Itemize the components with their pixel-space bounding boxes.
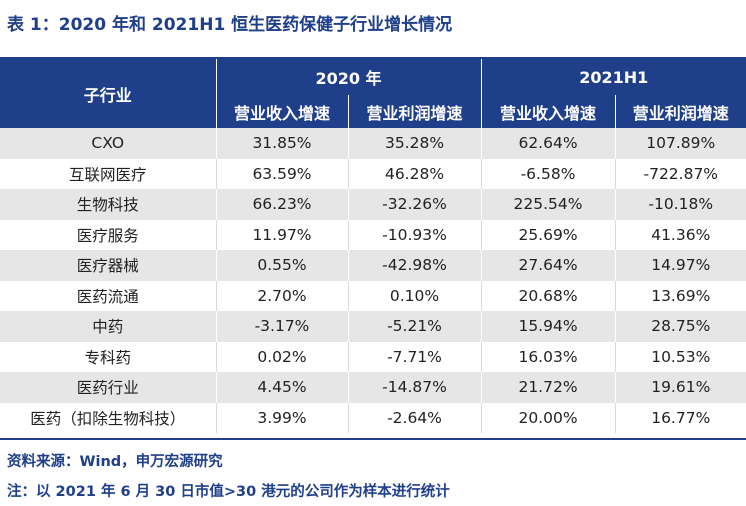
table-row: 医药（扣除生物科技） 3.99% -2.64% 20.00% 16.77%: [0, 402, 746, 433]
table-cell: -14.87%: [347, 372, 482, 403]
table-cell: 10.53%: [614, 341, 746, 372]
row-label: CXO: [0, 128, 216, 159]
table-cell: 31.85%: [215, 128, 348, 159]
table-cell: 35.28%: [347, 128, 482, 159]
table-row: 医药流通 2.70% 0.10% 20.68% 13.69%: [0, 280, 746, 311]
table-row: CXO 31.85% 35.28% 62.64% 107.89%: [0, 128, 746, 159]
table-cell: 20.00%: [480, 402, 616, 433]
table-cell: 19.61%: [614, 372, 746, 403]
table-row: 互联网医疗 63.59% 46.28% -6.58% -722.87%: [0, 158, 746, 189]
table-row: 生物科技 66.23% -32.26% 225.54% -10.18%: [0, 189, 746, 220]
table-cell: 63.59%: [215, 158, 348, 189]
table-cell: 27.64%: [480, 250, 616, 281]
table-cell: 20.68%: [480, 280, 616, 311]
table-cell: 11.97%: [215, 219, 348, 250]
table-cell: 13.69%: [614, 280, 746, 311]
row-label: 医药行业: [0, 372, 216, 403]
row-label: 中药: [0, 311, 216, 342]
row-label: 互联网医疗: [0, 158, 216, 189]
row-label: 医疗服务: [0, 219, 216, 250]
table-title: 表 1：2020 年和 2021H1 恒生医药保健子行业增长情况: [7, 15, 453, 35]
table-cell: 225.54%: [480, 189, 616, 220]
table-row: 医疗服务 11.97% -10.93% 25.69% 41.36%: [0, 219, 746, 250]
table-cell: -32.26%: [347, 189, 482, 220]
table-cell: 16.77%: [614, 402, 746, 433]
table-row: 医药行业 4.45% -14.87% 21.72% 19.61%: [0, 372, 746, 403]
table-cell: 0.10%: [347, 280, 482, 311]
table-cell: 0.55%: [215, 250, 348, 281]
table-cell: 66.23%: [215, 189, 348, 220]
table-row: 医疗器械 0.55% -42.98% 27.64% 14.97%: [0, 250, 746, 281]
bottom-rule: [0, 438, 746, 440]
footnote: 注：以 2021 年 6 月 30 日市值>30 港元的公司作为样本进行统计: [7, 484, 450, 500]
table-cell: -722.87%: [614, 158, 746, 189]
table-cell: 41.36%: [614, 219, 746, 250]
table-row: 中药 -3.17% -5.21% 15.94% 28.75%: [0, 311, 746, 342]
table-cell: 16.03%: [480, 341, 616, 372]
table-cell: 4.45%: [215, 372, 348, 403]
table-cell: 3.99%: [215, 402, 348, 433]
header-metric: 营业利润增速: [614, 95, 746, 128]
table-cell: 28.75%: [614, 311, 746, 342]
table-cell: 46.28%: [347, 158, 482, 189]
table-cell: 0.02%: [215, 341, 348, 372]
table-cell: -42.98%: [347, 250, 482, 281]
table-cell: -2.64%: [347, 402, 482, 433]
header-metric: 营业收入增速: [215, 95, 348, 128]
row-label: 生物科技: [0, 189, 216, 220]
header-metric: 营业利润增速: [347, 95, 482, 128]
table-cell: -10.93%: [347, 219, 482, 250]
table-cell: 25.69%: [480, 219, 616, 250]
table-cell: 2.70%: [215, 280, 348, 311]
table-row: 专科药 0.02% -7.71% 16.03% 10.53%: [0, 341, 746, 372]
header-period-2021h1: 2021H1: [480, 59, 746, 95]
table-cell: 14.97%: [614, 250, 746, 281]
header-metric: 营业收入增速: [480, 95, 616, 128]
table-cell: -7.71%: [347, 341, 482, 372]
table-cell: 15.94%: [480, 311, 616, 342]
table-cell: -3.17%: [215, 311, 348, 342]
growth-table: 子行业 2020 年 2021H1 营业收入增速 营业利润增速 营业收入增速 营…: [0, 59, 746, 433]
source-note: 资料来源：Wind，申万宏源研究: [7, 454, 223, 470]
table-cell: -5.21%: [347, 311, 482, 342]
top-rule: [0, 57, 746, 59]
table-cell: -6.58%: [480, 158, 616, 189]
table-cell: 21.72%: [480, 372, 616, 403]
row-label: 医药（扣除生物科技）: [0, 402, 216, 433]
table-cell: 62.64%: [480, 128, 616, 159]
table-cell: -10.18%: [614, 189, 746, 220]
header-period-2020: 2020 年: [215, 59, 482, 95]
row-label: 医药流通: [0, 280, 216, 311]
row-label: 专科药: [0, 341, 216, 372]
table-cell: 107.89%: [614, 128, 746, 159]
header-sub-industry: 子行业: [0, 59, 216, 128]
row-label: 医疗器械: [0, 250, 216, 281]
